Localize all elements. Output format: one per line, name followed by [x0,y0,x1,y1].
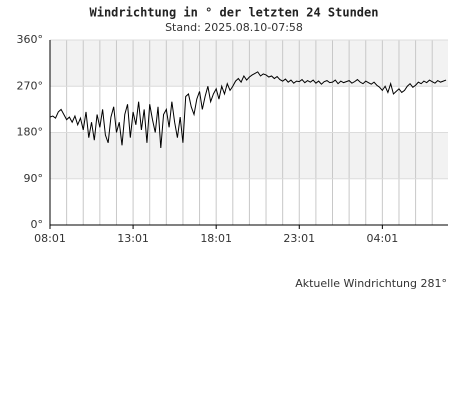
x-tick-label: 08:01 [34,232,66,245]
x-tick-label: 23:01 [283,232,315,245]
data-line [49,71,447,148]
y-tick-label: 360° [17,33,44,46]
y-tick-label: 180° [17,126,44,139]
chart-subtitle: Stand: 2025.08.10-07:58 [165,21,303,34]
chart-title: Windrichtung in ° der letzten 24 Stunden [90,6,379,20]
y-tick-label: 90° [24,172,44,185]
y-tick-label: 270° [17,79,44,92]
x-tick-label: 18:01 [200,232,232,245]
y-tick-label: 0° [31,218,44,231]
annotation: Aktuelle Windrichtung 281° [295,277,447,290]
x-tick-label: 04:01 [367,232,399,245]
x-tick-label: 13:01 [117,232,149,245]
